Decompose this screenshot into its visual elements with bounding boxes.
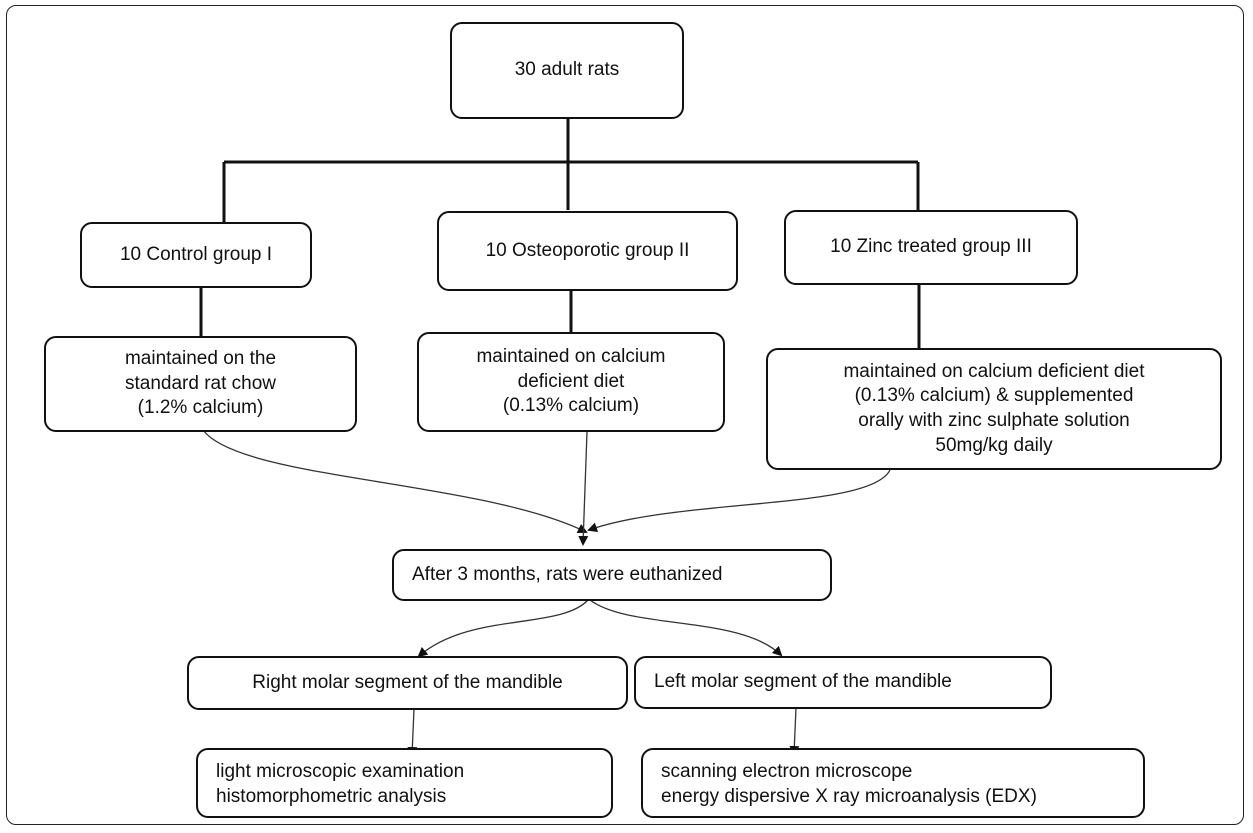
euthanasia-box: After 3 months, rats were euthanized — [392, 549, 832, 601]
root-box: 30 adult rats — [450, 22, 684, 119]
group3-label: 10 Zinc treated group III — [830, 236, 1032, 258]
arrow-group1-to-euthanasia — [202, 429, 588, 533]
group3-diet-box: maintained on calcium deficient diet (0.… — [766, 348, 1222, 470]
right-analysis-label: light microscopic examination histomorph… — [216, 761, 465, 807]
arrow-left-segment-to-analysis — [789, 707, 800, 756]
group1-diet-box: maintained on the standard rat chow (1.2… — [44, 336, 357, 432]
arrow-euthanasia-to-right-segment — [417, 599, 589, 658]
left-segment-label: Left molar segment of the mandible — [654, 671, 952, 693]
arrow-right-segment-to-analysis — [407, 708, 418, 757]
arrow-euthanasia-to-left-segment — [589, 599, 783, 657]
group3-diet-label: maintained on calcium deficient diet (0.… — [843, 360, 1145, 456]
group1-box: 10 Control group I — [80, 222, 312, 288]
arrow-group3-to-euthanasia — [587, 469, 891, 533]
right-segment-label: Right molar segment of the mandible — [252, 671, 563, 693]
group2-box: 10 Osteoporotic group II — [437, 211, 738, 291]
right-segment-box: Right molar segment of the mandible — [187, 656, 628, 710]
right-analysis-box: light microscopic examination histomorph… — [196, 748, 613, 818]
group2-label: 10 Osteoporotic group II — [485, 239, 690, 261]
group1-diet-label: maintained on the standard rat chow (1.2… — [124, 347, 277, 419]
left-analysis-label: scanning electron microscope energy disp… — [661, 761, 1037, 807]
group1-label: 10 Control group I — [119, 243, 273, 265]
root-label: 30 adult rats — [514, 59, 620, 81]
left-segment-box: Left molar segment of the mandible — [634, 656, 1052, 709]
diagram-frame — [6, 5, 1244, 825]
left-analysis-box: scanning electron microscope energy disp… — [641, 748, 1145, 818]
arrow-group2-to-euthanasia — [578, 431, 589, 546]
group2-diet-box: maintained on calcium deficient diet (0.… — [417, 332, 725, 432]
group3-box: 10 Zinc treated group III — [784, 210, 1078, 285]
euthanasia-label: After 3 months, rats were euthanized — [412, 563, 723, 585]
group2-diet-label: maintained on calcium deficient diet (0.… — [476, 345, 666, 417]
